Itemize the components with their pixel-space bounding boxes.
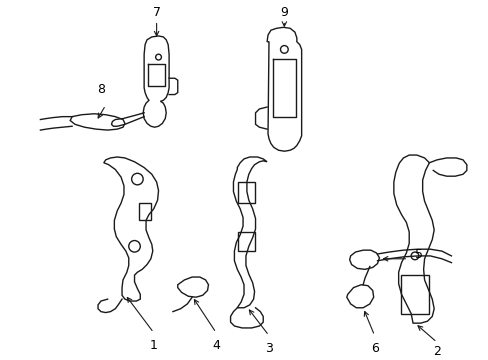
- Text: 9: 9: [280, 6, 288, 19]
- Bar: [238, 182, 254, 203]
- Text: 5: 5: [414, 248, 422, 261]
- Bar: [238, 232, 254, 251]
- Text: 6: 6: [370, 342, 378, 355]
- Bar: [139, 203, 150, 220]
- Text: 8: 8: [97, 82, 105, 95]
- Text: 7: 7: [152, 6, 160, 19]
- Text: 3: 3: [264, 342, 272, 355]
- Text: 2: 2: [432, 345, 440, 358]
- Bar: [400, 275, 428, 314]
- Text: 1: 1: [149, 339, 157, 352]
- Text: 4: 4: [212, 339, 220, 352]
